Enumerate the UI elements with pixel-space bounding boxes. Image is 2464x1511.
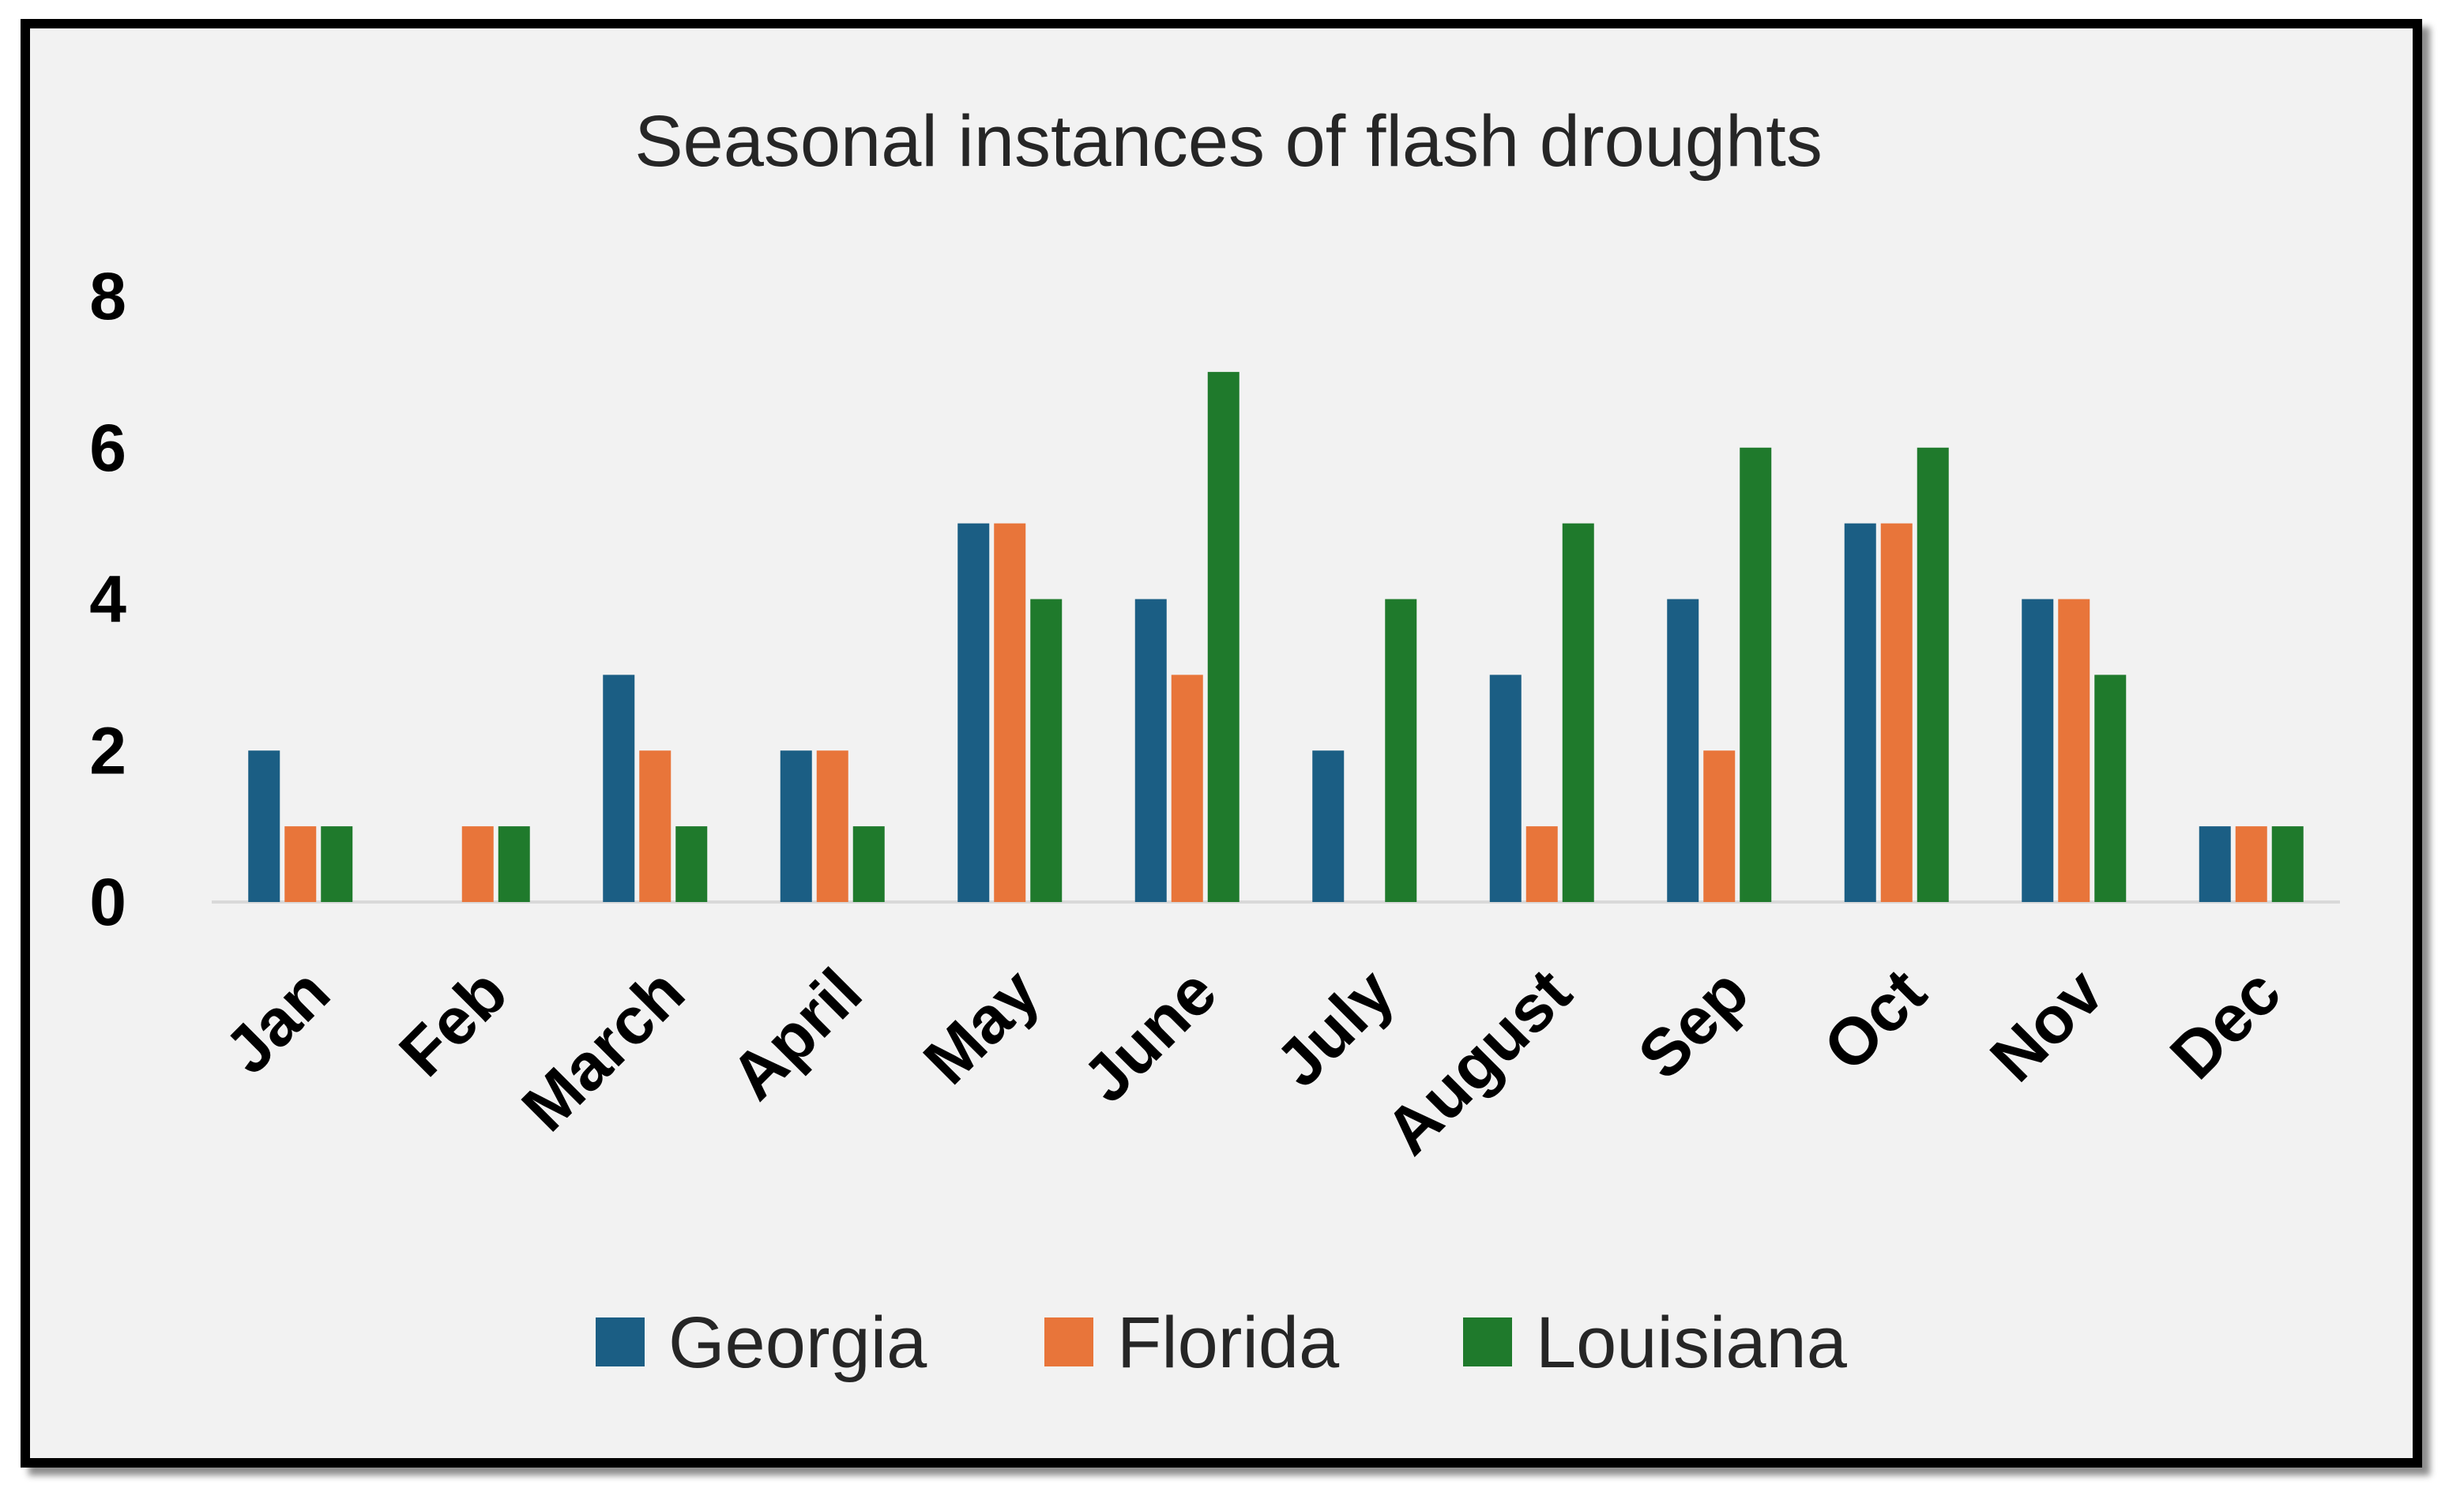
x-tick-label: March [508,954,698,1145]
bar-louisiana-feb [498,826,530,902]
bar-florida-march [639,750,671,902]
bar-georgia-sep [1667,599,1699,902]
bar-louisiana-july [1385,599,1417,902]
bar-louisiana-april [852,826,885,902]
bar-georgia-oct [1844,523,1876,902]
y-tick-labels: 0 2 4 6 8 [89,259,126,939]
bar-georgia-march [603,675,635,902]
bar-louisiana-sep [1740,447,1772,902]
x-tick-label: July [1262,954,1409,1101]
legend: Georgia Florida Louisiana [596,1302,1848,1383]
chart-title: Seasonal instances of flash droughts [634,101,1823,182]
y-tick-label: 8 [89,259,126,333]
bar-georgia-jan [248,750,280,902]
bar-louisiana-march [675,826,708,902]
bar-louisiana-june [1207,371,1240,902]
bar-florida-sep [1703,750,1736,902]
legend-label-georgia: Georgia [668,1302,927,1383]
x-tick-label: Nov [1976,954,2117,1096]
bar-florida-nov [2058,599,2090,902]
bar-florida-feb [461,826,494,902]
bar-florida-jan [284,826,317,902]
x-tick-label: Feb [385,954,521,1090]
bar-louisiana-august [1562,523,1594,902]
legend-swatch-louisiana [1463,1317,1512,1366]
bar-florida-dec [2235,826,2267,902]
x-tick-label: Jan [210,954,344,1088]
bar-georgia-june [1134,599,1167,902]
x-tick-label: Sep [1624,954,1762,1092]
y-tick-label: 4 [89,562,126,637]
x-tick-label: April [717,954,876,1114]
legend-swatch-georgia [596,1317,645,1366]
x-tick-label: June [1068,954,1230,1116]
bar-georgia-april [780,750,812,902]
bar-florida-april [816,750,848,902]
bar-florida-august [1525,826,1558,902]
bar-florida-oct [1880,523,1913,902]
bar-florida-may [994,523,1026,902]
x-tick-label: Dec [2156,954,2294,1092]
y-tick-label: 2 [89,713,126,787]
bar-georgia-may [957,523,990,902]
bars [248,371,2304,902]
bar-georgia-nov [2022,599,2054,902]
x-tick-label: May [909,954,1053,1098]
bar-louisiana-jan [321,826,353,902]
x-tick-label: Oct [1809,954,1939,1084]
bar-louisiana-dec [2271,826,2304,902]
bar-louisiana-may [1030,599,1063,902]
y-tick-label: 0 [89,865,126,939]
legend-swatch-florida [1044,1317,1093,1366]
y-tick-label: 6 [89,411,126,485]
legend-label-florida: Florida [1117,1302,1340,1383]
bar-louisiana-oct [1917,447,1949,902]
bar-florida-june [1171,675,1203,902]
bar-louisiana-nov [2094,675,2127,902]
bar-georgia-dec [2199,826,2231,902]
x-tick-label: August [1371,954,1585,1168]
bar-georgia-august [1489,675,1522,902]
bar-georgia-july [1312,750,1345,902]
legend-label-louisiana: Louisiana [1536,1302,1848,1383]
